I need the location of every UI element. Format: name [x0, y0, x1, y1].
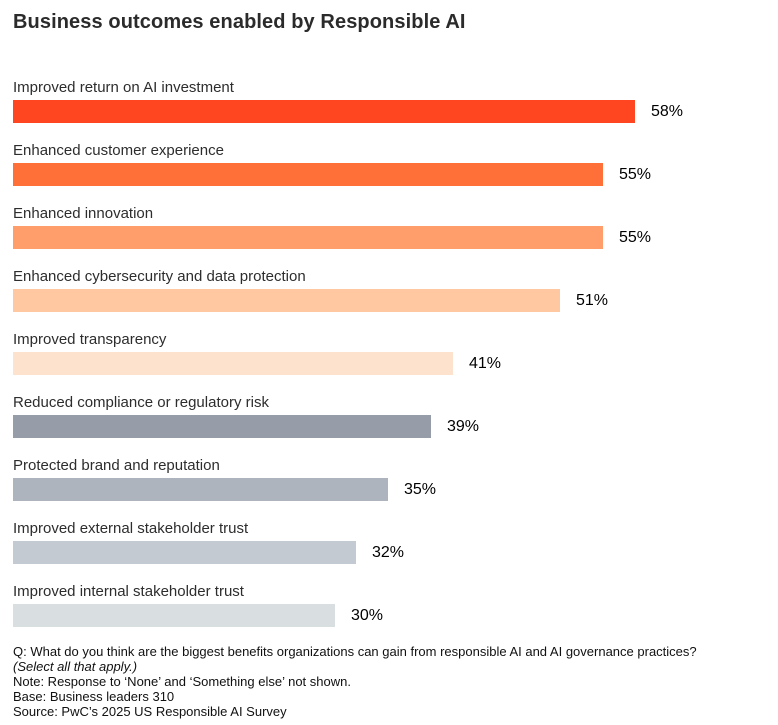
bar: [13, 415, 431, 438]
category-label: Improved transparency: [13, 331, 167, 348]
base-text: Base: Business leaders 310: [13, 689, 175, 704]
bar-row: Improved external stakeholder trust 32%: [13, 519, 766, 564]
category-label: Improved return on AI investment: [13, 79, 234, 96]
bar-row: Improved internal stakeholder trust 30%: [13, 582, 766, 627]
bar: [13, 163, 603, 186]
value-label: 32%: [372, 544, 405, 561]
bar-line: 55%: [13, 163, 766, 186]
value-label: 41%: [469, 355, 502, 372]
bar-row: Enhanced customer experience 55%: [13, 141, 766, 186]
chart-title: Business outcomes enabled by Responsible…: [13, 11, 466, 33]
bar-row: Protected brand and reputation 35%: [13, 456, 766, 501]
question-text: Q: What do you think are the biggest ben…: [13, 644, 697, 659]
source-text: Source: PwC’s 2025 US Responsible AI Sur…: [13, 704, 287, 719]
category-label: Improved internal stakeholder trust: [13, 583, 244, 600]
bar-line: 30%: [13, 604, 766, 627]
bar: [13, 289, 560, 312]
bar: [13, 100, 635, 123]
bar-row: Improved transparency 41%: [13, 330, 766, 375]
category-label: Enhanced innovation: [13, 205, 154, 222]
bar: [13, 352, 453, 375]
bar-chart: Improved return on AI investment 58% Enh…: [13, 78, 766, 627]
bar: [13, 604, 335, 627]
bar-row: Reduced compliance or regulatory risk 39…: [13, 393, 766, 438]
bar-line: 39%: [13, 415, 766, 438]
bar-line: 32%: [13, 541, 766, 564]
bar: [13, 478, 388, 501]
value-label: 51%: [576, 292, 609, 309]
note-text: Note: Response to ‘None’ and ‘Something …: [13, 674, 351, 689]
bar-row: Improved return on AI investment 58%: [13, 78, 766, 123]
value-label: 30%: [351, 607, 384, 624]
category-label: Improved external stakeholder trust: [13, 520, 249, 537]
value-label: 39%: [447, 418, 480, 435]
bar-row: Enhanced innovation 55%: [13, 204, 766, 249]
value-label: 55%: [619, 229, 652, 246]
value-label: 55%: [619, 166, 652, 183]
bar-row: Enhanced cybersecurity and data protecti…: [13, 267, 766, 312]
bar-line: 51%: [13, 289, 766, 312]
category-label: Enhanced customer experience: [13, 142, 224, 159]
category-label: Protected brand and reputation: [13, 457, 220, 474]
bar: [13, 541, 356, 564]
value-label: 58%: [651, 103, 684, 120]
bar: [13, 226, 603, 249]
category-label: Enhanced cybersecurity and data protecti…: [13, 268, 306, 285]
bar-line: 35%: [13, 478, 766, 501]
bar-line: 41%: [13, 352, 766, 375]
category-label: Reduced compliance or regulatory risk: [13, 394, 269, 411]
bar-line: 58%: [13, 100, 766, 123]
bar-line: 55%: [13, 226, 766, 249]
value-label: 35%: [404, 481, 437, 498]
select-note-text: (Select all that apply.): [13, 659, 138, 674]
footnotes: Q: What do you think are the biggest ben…: [13, 644, 766, 719]
